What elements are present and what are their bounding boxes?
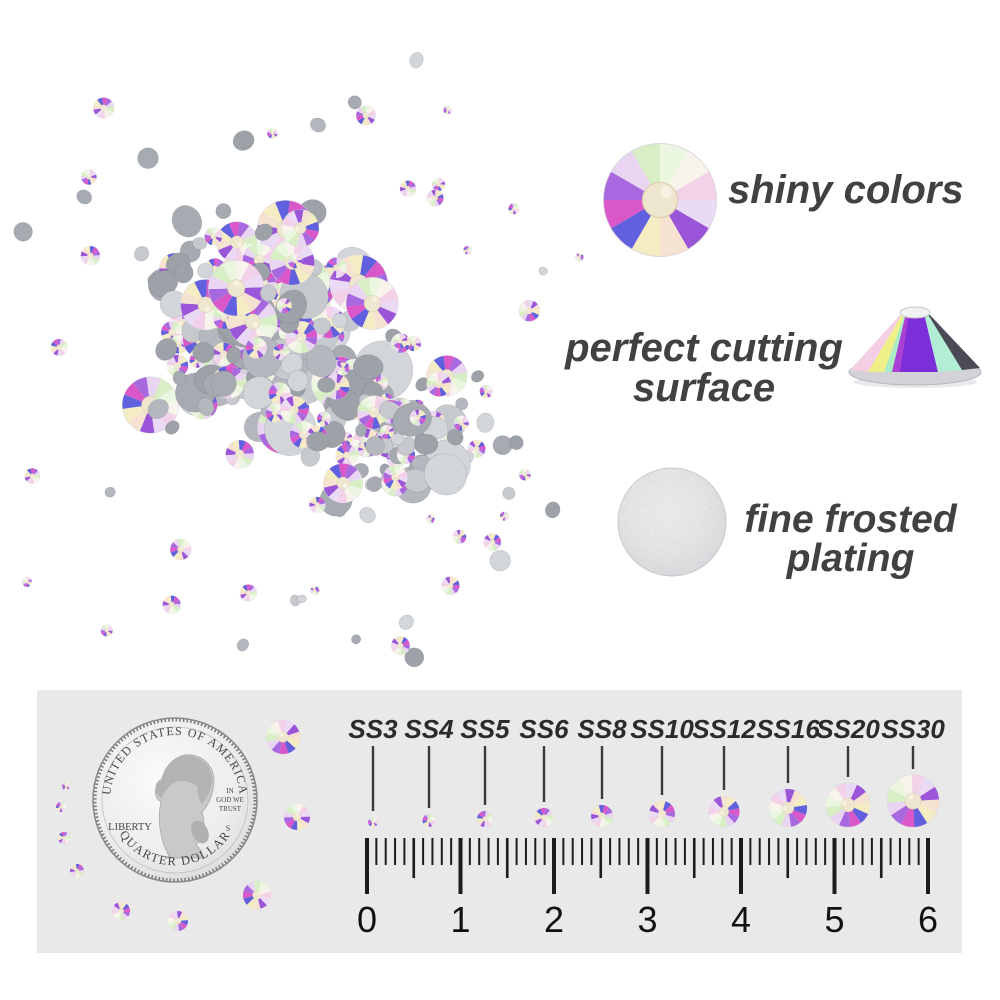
size-chart-panel: UNITED STATES OF AMERICA QUARTER DOLLAR … bbox=[37, 690, 962, 953]
feature-cutting-surface-label: perfect cutting surface bbox=[554, 328, 854, 408]
coin-motto-line2: GOD WE bbox=[216, 796, 244, 804]
feature-frosted-line1: fine frosted bbox=[744, 498, 957, 541]
size-column-ss3: SS3 bbox=[348, 714, 398, 828]
size-label-ss4: SS4 bbox=[404, 714, 454, 744]
feature-frosted-plating-label: fine frosted plating bbox=[738, 500, 963, 578]
ruler-number: 2 bbox=[544, 899, 564, 940]
size-label-ss8: SS8 bbox=[577, 714, 627, 744]
coin-mint-mark: S bbox=[226, 824, 230, 833]
rhinestone-side-view-icon bbox=[848, 306, 982, 388]
size-label-ss16: SS16 bbox=[756, 714, 820, 744]
size-column-ss4: SS4 bbox=[404, 714, 454, 830]
bust-hair bbox=[155, 755, 213, 804]
feature-cutting-line2: surface bbox=[632, 366, 776, 410]
size-label-ss10: SS10 bbox=[630, 714, 694, 744]
ruler-number: 3 bbox=[637, 899, 657, 940]
coin-motto-line1: IN bbox=[226, 787, 233, 795]
bust-queue bbox=[191, 820, 209, 844]
size-column-ss16: SS16 bbox=[756, 714, 820, 836]
size-label-ss6: SS6 bbox=[519, 714, 569, 744]
size-label-ss30: SS30 bbox=[881, 714, 945, 744]
size-label-ss5: SS5 bbox=[460, 714, 510, 744]
size-column-ss30: SS30 bbox=[877, 714, 949, 837]
ruler-number: 5 bbox=[824, 899, 844, 940]
ruler-number: 6 bbox=[918, 899, 938, 940]
size-column-ss12: SS12 bbox=[692, 714, 756, 832]
feature-shiny-colors-label: shiny colors bbox=[728, 168, 964, 212]
rhinestone-pile-photo bbox=[13, 51, 585, 668]
size-column-ss10: SS10 bbox=[630, 714, 694, 831]
quarter-coin: UNITED STATES OF AMERICA QUARTER DOLLAR … bbox=[92, 717, 258, 883]
size-column-ss6: SS6 bbox=[519, 714, 569, 829]
ruler-number: 4 bbox=[731, 899, 751, 940]
size-label-ss12: SS12 bbox=[692, 714, 756, 744]
coin-liberty-text: LIBERTY bbox=[108, 822, 152, 833]
coin-motto-line3: TRUST bbox=[219, 805, 242, 813]
feature-frosted-line2: plating bbox=[786, 537, 915, 580]
feature-cutting-line1: perfect cutting bbox=[565, 326, 843, 370]
size-label-ss3: SS3 bbox=[348, 714, 398, 744]
size-column-ss5: SS5 bbox=[460, 714, 510, 830]
size-column-ss8: SS8 bbox=[577, 714, 627, 832]
ruler-number: 0 bbox=[357, 899, 377, 940]
size-column-ss20: SS20 bbox=[816, 714, 880, 830]
ruler: 0 1 2 3 4 5 6 bbox=[357, 838, 938, 940]
rhinestone-top-view-icon bbox=[602, 142, 718, 258]
frosted-plating-swatch bbox=[617, 467, 727, 577]
size-label-ss20: SS20 bbox=[816, 714, 880, 744]
ruler-number: 1 bbox=[450, 899, 470, 940]
